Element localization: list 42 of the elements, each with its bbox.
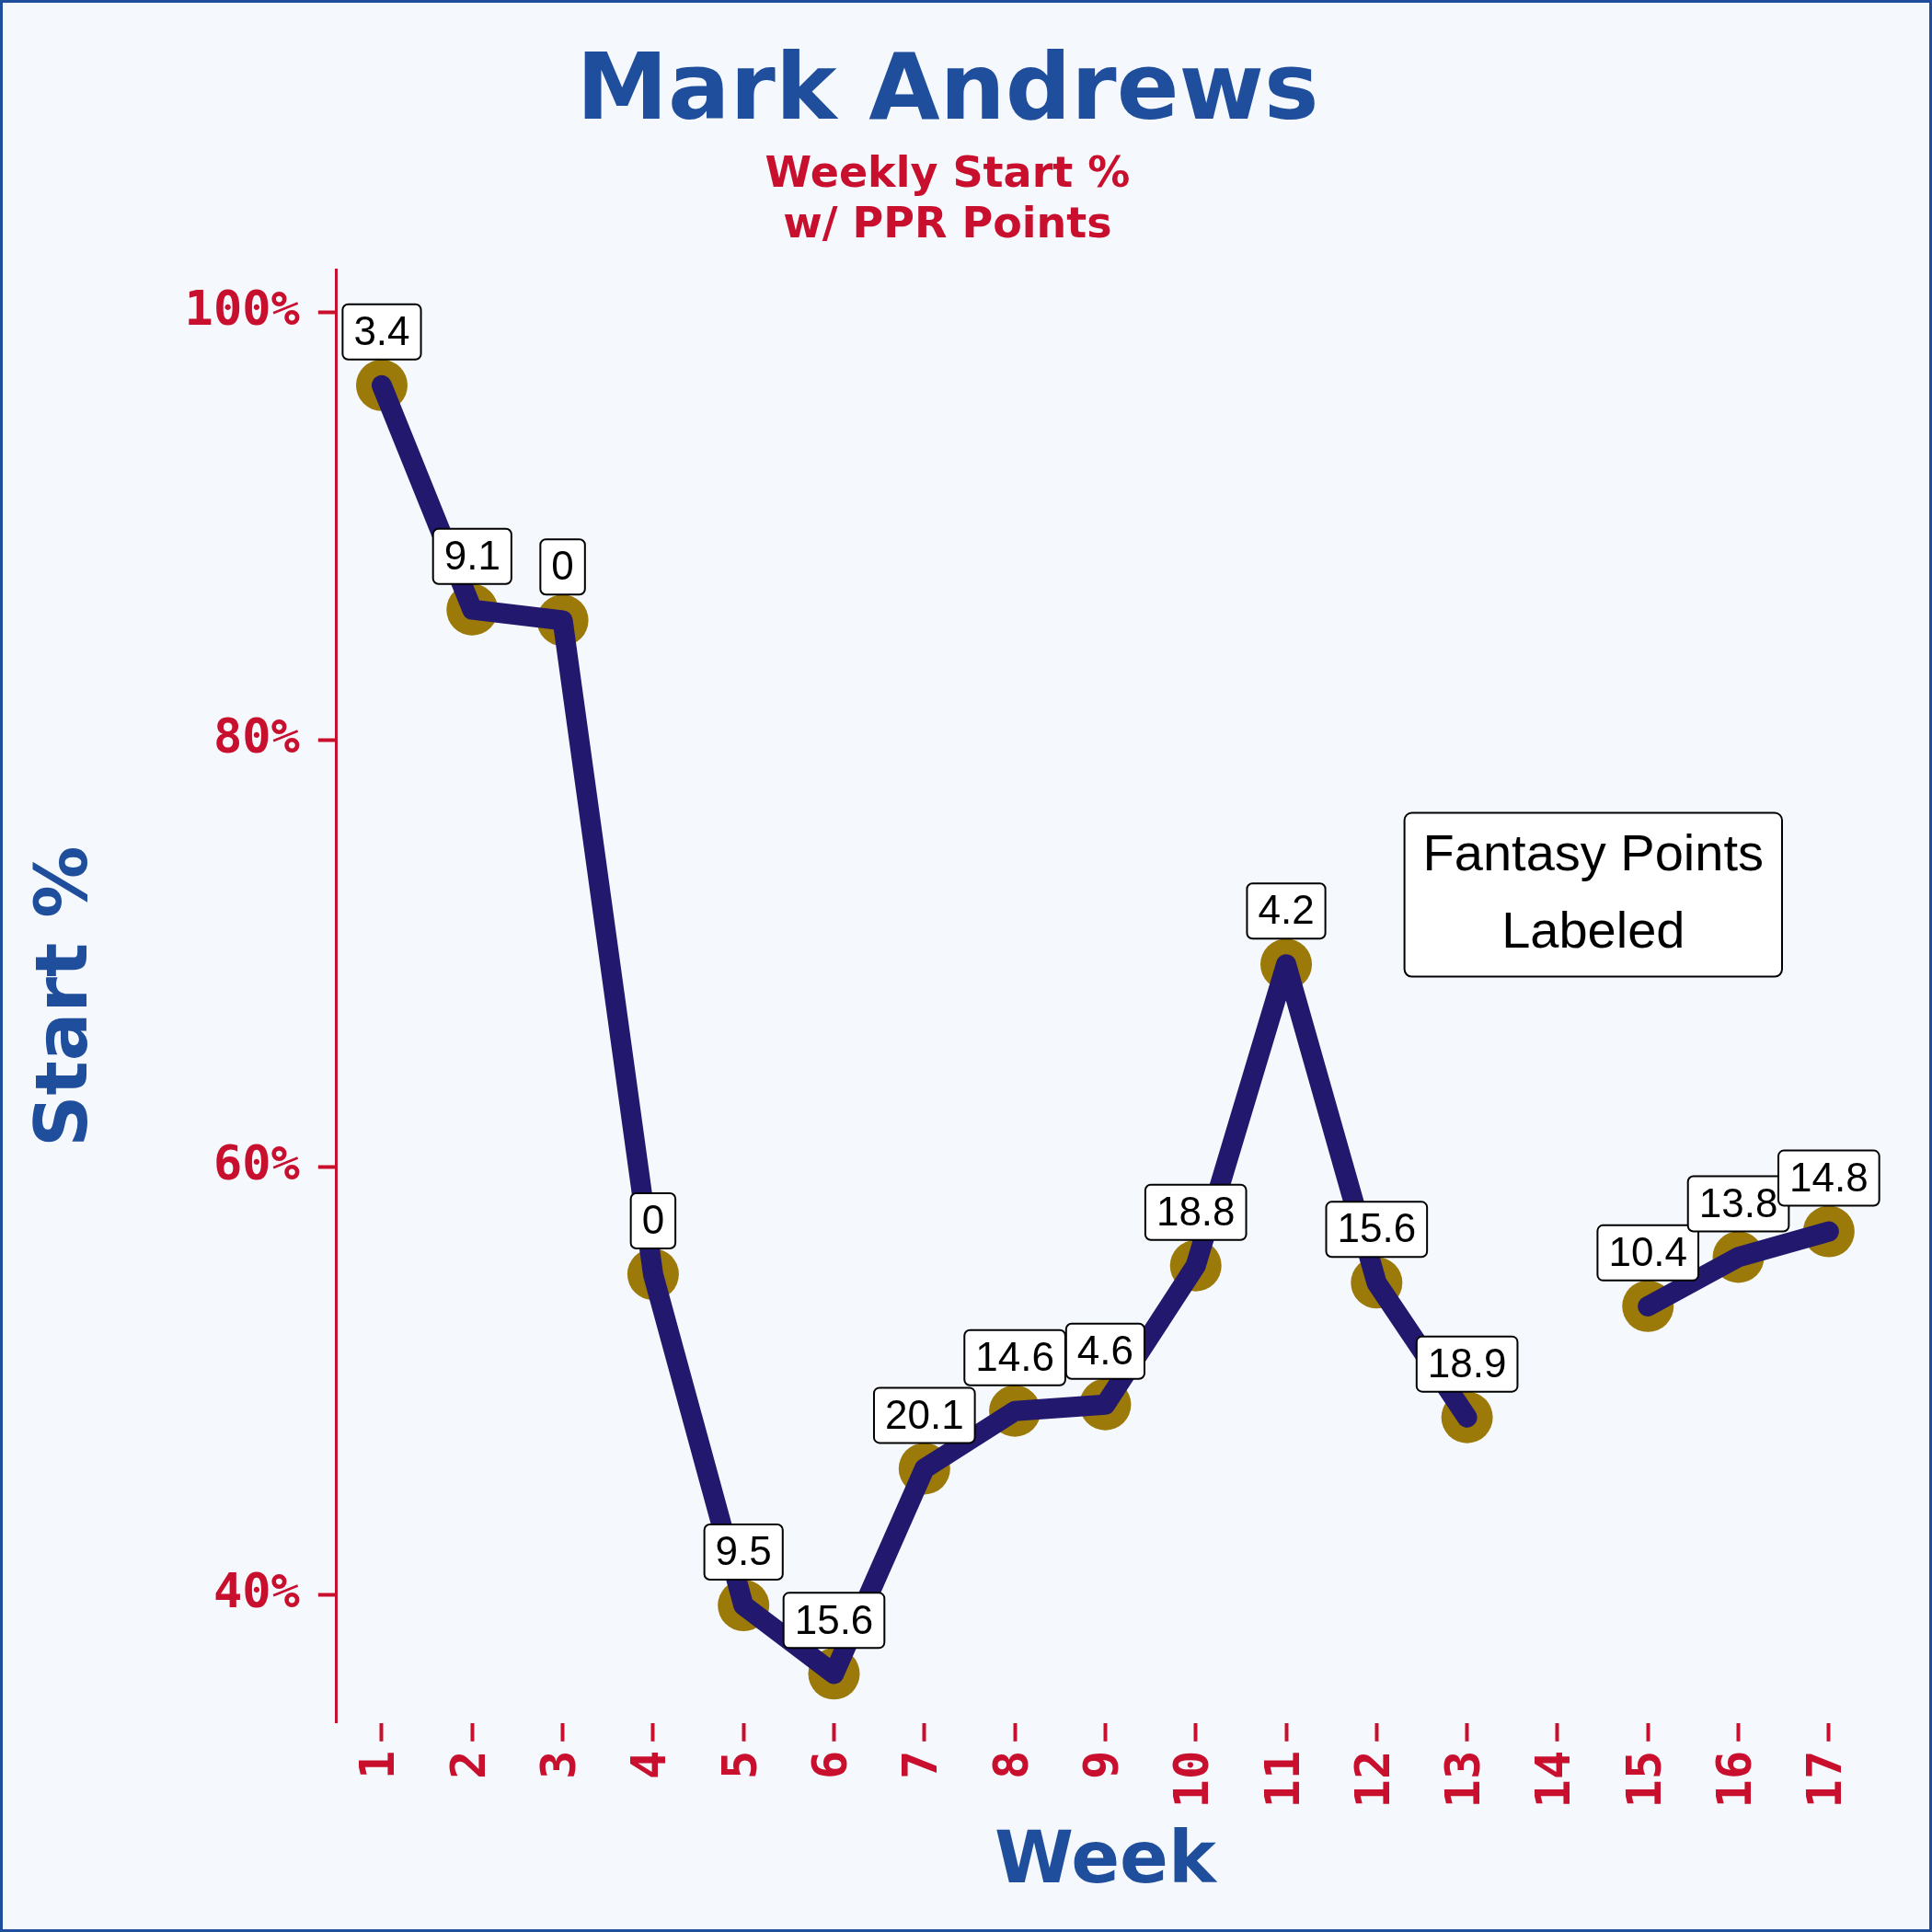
annotation: 14.6 [975,1333,1054,1379]
chart-title: Mark Andrews [576,32,1319,141]
annotation: Fantasy Points Labeled [1422,822,1764,959]
x-tick-label: 12 [1344,1750,1400,1809]
y-tick-label: 40% [213,1562,300,1618]
annotation: 4.6 [1076,1327,1133,1373]
x-tick-label: 10 [1164,1750,1220,1809]
x-tick-label: 4 [621,1750,677,1780]
x-tick-label: 8 [983,1750,1039,1780]
x-axis-title: Week [994,1816,1218,1900]
x-tick-label: 7 [892,1750,949,1780]
y-tick-label: 60% [213,1135,300,1191]
annotation: 3.4 [353,307,410,353]
y-tick-label: 100% [184,281,300,337]
x-tick-label: 6 [802,1750,858,1780]
y-tick-label: 80% [213,707,300,764]
x-tick-label: 11 [1254,1750,1310,1809]
annotation: 4.2 [1258,887,1315,933]
x-tick-label: 14 [1525,1750,1581,1809]
x-tick-label: 9 [1073,1750,1129,1780]
x-tick-label: 17 [1797,1750,1853,1809]
x-tick-label: 2 [440,1750,496,1780]
x-tick-label: 5 [711,1750,767,1780]
annotation: 9.1 [443,532,500,578]
x-tick-label: 16 [1707,1750,1763,1809]
x-tick-label: 1 [350,1750,406,1780]
y-axis-title: Start % [20,845,104,1147]
annotation: 15.6 [794,1596,874,1642]
annotation: 10.4 [1608,1229,1688,1275]
annotation: 0 [551,543,574,589]
chart-subtitle: Weekly Start % w/ PPR Points [765,146,1131,247]
annotation: 20.1 [884,1391,964,1437]
annotation: 15.6 [1337,1205,1417,1251]
annotation: 13.8 [1698,1179,1778,1225]
x-tick-label: 13 [1435,1750,1491,1809]
x-tick-label: 15 [1616,1750,1672,1809]
annotation: 0 [641,1197,665,1243]
annotation: 14.8 [1789,1154,1869,1200]
annotation: 18.8 [1156,1188,1236,1234]
annotation: 18.9 [1427,1340,1507,1386]
x-tick-label: 3 [531,1750,587,1780]
annotation: 9.5 [715,1528,772,1574]
